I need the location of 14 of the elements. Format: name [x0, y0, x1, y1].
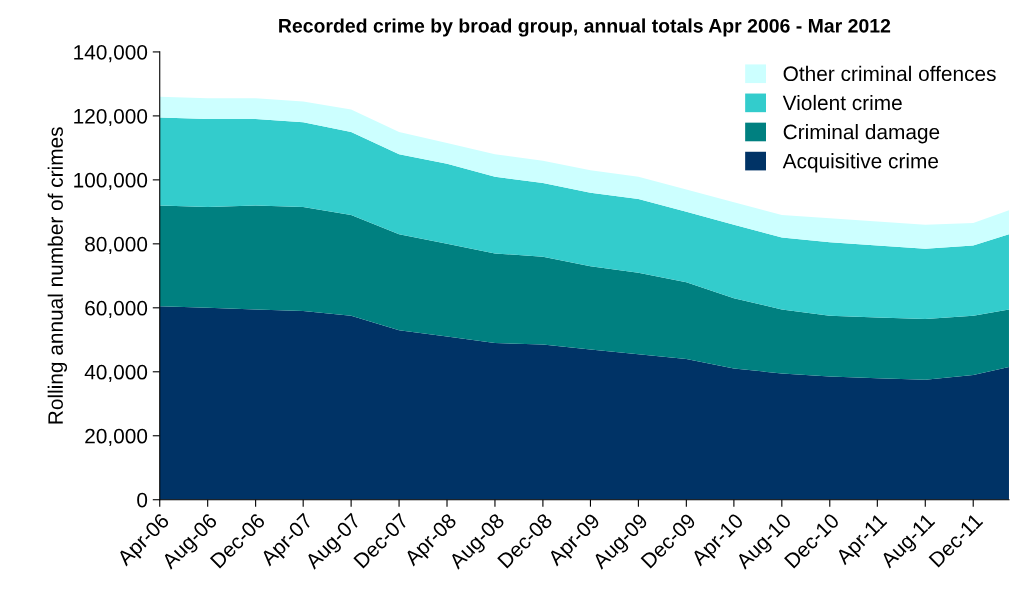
legend-label: Acquisitive crime — [782, 153, 939, 173]
legend-label: Violent crime — [782, 94, 902, 111]
y-tick-label: 60,000 — [85, 300, 148, 319]
y-tick-label: 20,000 — [85, 428, 148, 446]
legend-label: Criminal damage — [783, 124, 940, 144]
y-tick-label: 80,000 — [85, 236, 148, 255]
chart-title: Recorded crime by broad group, annual totals Apr 2006 - Mar 2012 — [279, 18, 891, 37]
y-tick-label: 100,000 — [74, 172, 148, 191]
y-axis-title: Rolling annual number of crimes — [47, 127, 68, 424]
legend-label: Other criminal offences — [783, 65, 996, 82]
y-tick-label: 140,000 — [74, 44, 148, 63]
y-tick-label: 40,000 — [84, 364, 148, 382]
y-tick-label: 0 — [137, 492, 148, 508]
y-tick-label: 120,000 — [74, 108, 148, 127]
